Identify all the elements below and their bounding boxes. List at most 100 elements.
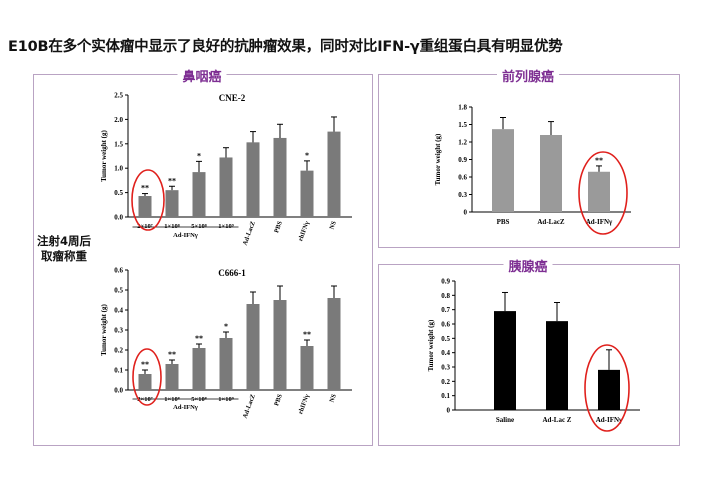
c666-bar — [192, 348, 206, 390]
pancreatic-y-tick-label: 0.5 — [441, 335, 450, 343]
panel-title-prostate: 前列腺癌 — [496, 66, 560, 85]
prostate-x-tick-label: Ad-IFNγ — [586, 218, 613, 226]
prostate-y-tick-label: 1.5 — [458, 121, 467, 129]
pancreatic-y-tick-label: 0.1 — [441, 392, 450, 400]
prostate-y-axis-title: Tumor weight (g) — [434, 133, 442, 185]
cne2-significance-mark: * — [305, 151, 309, 160]
cne2-x-tick-label: PBS — [273, 220, 284, 234]
cne2-bar — [138, 196, 152, 217]
cne2-y-tick-label: 1.5 — [114, 140, 123, 148]
cne2-x-tick-label: NS — [328, 220, 338, 231]
c666-y-tick-label: 0.0 — [114, 387, 123, 395]
pancreatic-bar — [494, 311, 516, 410]
cne2-x-tick-label: rhIFNγ — [297, 220, 311, 242]
pancreatic-x-tick-label: Ad-Lac Z — [543, 416, 572, 424]
cne2-bar — [165, 190, 179, 217]
prostate-y-tick-label: 1.2 — [458, 139, 467, 147]
cne2-significance-mark: ** — [141, 184, 149, 193]
c666-highlight-ellipse — [132, 348, 162, 406]
cne2-bar — [246, 142, 260, 217]
c666-significance-mark: ** — [168, 350, 176, 359]
cne2-x-tick-label: 1×10⁸ — [164, 223, 179, 230]
cne2-significance-mark: ** — [168, 176, 176, 185]
injection-note-text: 注射4周后 取瘤称重 — [36, 234, 91, 263]
pancreatic-y-tick-label: 0.2 — [441, 378, 450, 386]
cne2-x-tick-label: 2×10⁷ — [137, 223, 152, 230]
prostate-y-tick-label: 0 — [464, 209, 468, 217]
c666-group-label: Ad-IFNγ — [173, 404, 198, 411]
c666-y-tick-label: 0.3 — [114, 327, 123, 335]
panel-title-pancreatic: 胰腺癌 — [503, 256, 553, 275]
c666-x-tick-label: NS — [328, 393, 338, 404]
cne2-chart-title: CNE-2 — [219, 93, 246, 103]
c666-x-tick-label: 1×10⁸ — [164, 396, 179, 403]
c666-bar — [273, 300, 287, 390]
c666-x-tick-label: 1×10⁹ — [218, 396, 233, 403]
c666-x-tick-label: rhIFNγ — [297, 393, 311, 415]
prostate-bar — [588, 171, 610, 212]
pancreatic-bar — [598, 369, 620, 410]
c666-bar — [327, 298, 341, 390]
cne2-y-tick-label: 1.0 — [114, 165, 123, 173]
pancreatic-y-tick-label: 0.4 — [441, 349, 450, 357]
prostate-x-tick-label: PBS — [497, 218, 510, 226]
c666-x-tick-label: PBS — [273, 393, 284, 407]
c666-significance-mark: ** — [303, 330, 311, 339]
cne2-y-tick-label: 0.0 — [114, 214, 123, 222]
pancreatic-x-tick-label: Ad-IFNγ — [596, 416, 623, 424]
pancreatic-highlight-ellipse — [584, 344, 630, 432]
c666-y-tick-label: 0.5 — [114, 287, 123, 295]
c666-x-tick-label: Ad-LacZ — [242, 393, 257, 419]
c666-bar — [138, 374, 152, 390]
prostate-y-tick-label: 0.9 — [458, 156, 467, 164]
c666-bar — [165, 364, 179, 390]
pancreatic-y-tick-label: 0 — [447, 407, 451, 415]
prostate-bar — [492, 129, 514, 212]
cne2-bar — [327, 131, 341, 217]
cne2-x-tick-label: Ad-LacZ — [242, 220, 257, 246]
pancreatic-bar — [546, 321, 568, 410]
pancreatic-y-tick-label: 0.3 — [441, 364, 450, 372]
prostate-bar — [540, 135, 562, 212]
c666-y-axis-title: Tumor weight (g) — [100, 303, 108, 355]
cne2-bar — [219, 157, 233, 217]
c666-bar — [300, 346, 314, 390]
cne2-y-tick-label: 2.5 — [114, 92, 123, 100]
pancreatic-y-axis-title: Tumor weight (g) — [427, 319, 435, 371]
c666-y-tick-label: 0.4 — [114, 307, 123, 315]
pancreatic-x-tick-label: Saline — [496, 416, 514, 424]
c666-x-tick-label: 2×10⁷ — [137, 396, 152, 403]
cne2-y-axis-title: Tumor weight (g) — [100, 129, 108, 181]
cne2-group-label: Ad-IFNγ — [173, 232, 198, 239]
pancreatic-y-tick-label: 0.8 — [441, 292, 450, 300]
cne2-highlight-ellipse — [131, 169, 165, 231]
slide-headline: E10B在多个实体瘤中显示了良好的抗肿瘤效果，同时对比IFN-γ重组蛋白具有明显… — [8, 39, 563, 55]
c666-y-tick-label: 0.1 — [114, 367, 123, 375]
cne2-y-tick-label: 2.0 — [114, 116, 123, 124]
cne2-x-tick-label: 1×10⁹ — [218, 223, 233, 230]
c666-y-tick-label: 0.6 — [114, 267, 123, 275]
c666-y-tick-label: 0.2 — [114, 347, 123, 355]
cne2-y-tick-label: 0.5 — [114, 189, 123, 197]
c666-significance-mark: ** — [195, 334, 203, 343]
cne2-bar — [273, 137, 287, 217]
cne2-bar — [300, 170, 314, 217]
pancreatic-y-tick-label: 0.9 — [441, 278, 450, 286]
prostate-y-tick-label: 0.3 — [458, 191, 467, 199]
prostate-y-tick-label: 0.6 — [458, 174, 467, 182]
injection-note: 注射4周后 取瘤称重 — [28, 234, 100, 264]
cne2-x-tick-label: 5×10⁸ — [191, 223, 206, 230]
cne2-bar — [192, 172, 206, 217]
pancreatic-y-tick-label: 0.6 — [441, 321, 450, 329]
prostate-x-tick-label: Ad-LacZ — [537, 218, 565, 226]
c666-chart-title: C666-1 — [218, 268, 246, 278]
c666-x-tick-label: 5×10⁸ — [191, 396, 206, 403]
prostate-significance-mark: ** — [595, 156, 603, 165]
panel-title-nasopharyngeal: 鼻咽癌 — [177, 66, 227, 85]
pancreatic-y-tick-label: 0.7 — [441, 306, 450, 314]
c666-bar — [219, 338, 233, 390]
c666-significance-mark: ** — [141, 360, 149, 369]
cne2-significance-mark: * — [197, 151, 201, 160]
prostate-highlight-ellipse — [578, 151, 628, 235]
